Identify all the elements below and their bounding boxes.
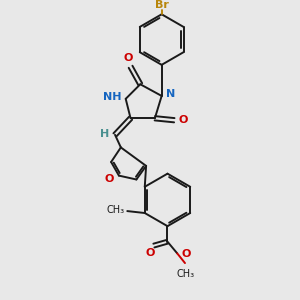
Text: O: O xyxy=(104,173,114,184)
Text: CH₃: CH₃ xyxy=(177,269,195,279)
Text: Br: Br xyxy=(155,0,169,11)
Text: O: O xyxy=(145,248,155,259)
Text: O: O xyxy=(124,53,133,63)
Text: N: N xyxy=(166,89,175,99)
Text: NH: NH xyxy=(103,92,122,102)
Text: CH₃: CH₃ xyxy=(106,205,124,215)
Text: O: O xyxy=(181,249,190,259)
Text: O: O xyxy=(178,115,188,125)
Text: H: H xyxy=(100,129,109,139)
